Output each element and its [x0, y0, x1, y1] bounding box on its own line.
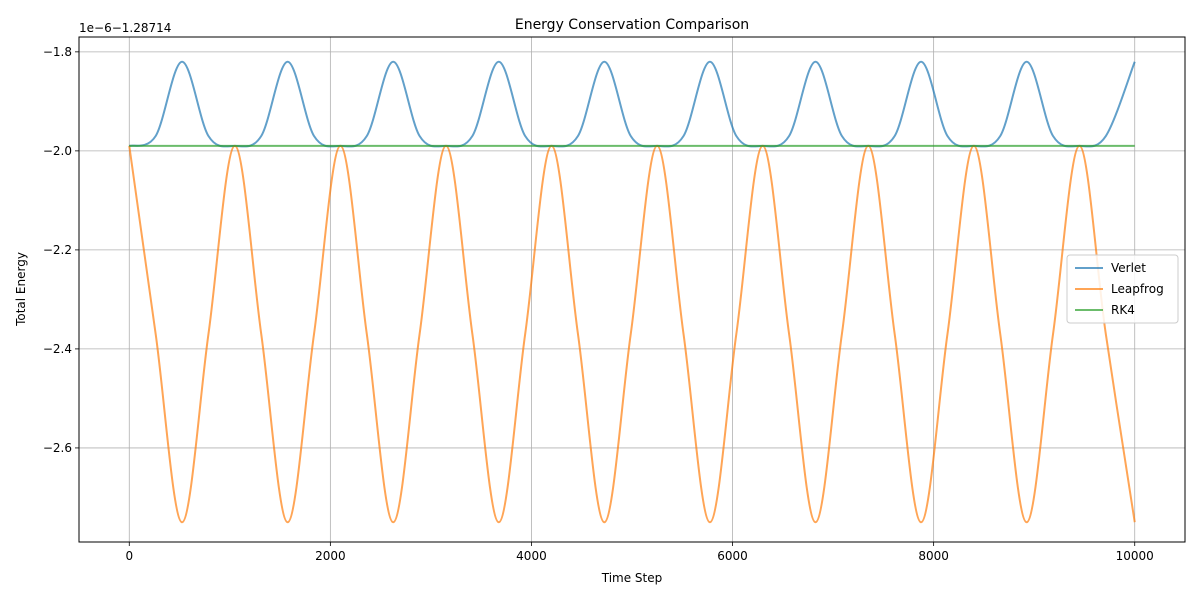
- legend: Verlet Leapfrog RK4: [1066, 254, 1179, 324]
- y-tick-label: −2.4: [43, 342, 72, 356]
- y-offset-label: 1e−6−1.28714: [79, 21, 171, 35]
- y-tick-label: −1.8: [43, 45, 72, 59]
- y-axis-label: Total Energy: [14, 252, 28, 327]
- x-axis-label: Time Step: [601, 571, 663, 585]
- legend-label-rk4: RK4: [1111, 303, 1135, 317]
- x-tick-label: 8000: [918, 549, 949, 563]
- legend-box: [1066, 254, 1179, 324]
- ticks: 0 2000 4000 6000 8000 10000 −1.8 −2.0 −2.2 −2.4 −2…: [43, 45, 1154, 563]
- x-tick-label: 4000: [516, 549, 547, 563]
- plot-frame: [78, 36, 1186, 543]
- legend-label-leapfrog: Leapfrog: [1111, 282, 1164, 296]
- series-line-leapfrog: [128, 144, 1136, 524]
- x-tick-label: 0: [125, 549, 133, 563]
- series-layer: [128, 60, 1136, 524]
- y-tick-label: −2.6: [43, 441, 72, 455]
- y-tick-label: −2.0: [43, 144, 72, 158]
- x-tick-label: 2000: [315, 549, 346, 563]
- y-tick-label: −2.2: [43, 243, 72, 257]
- legend-label-verlet: Verlet: [1111, 261, 1146, 275]
- x-tick-label: 10000: [1116, 549, 1154, 563]
- x-tick-label: 6000: [717, 549, 748, 563]
- chart-title: Energy Conservation Comparison: [515, 17, 749, 33]
